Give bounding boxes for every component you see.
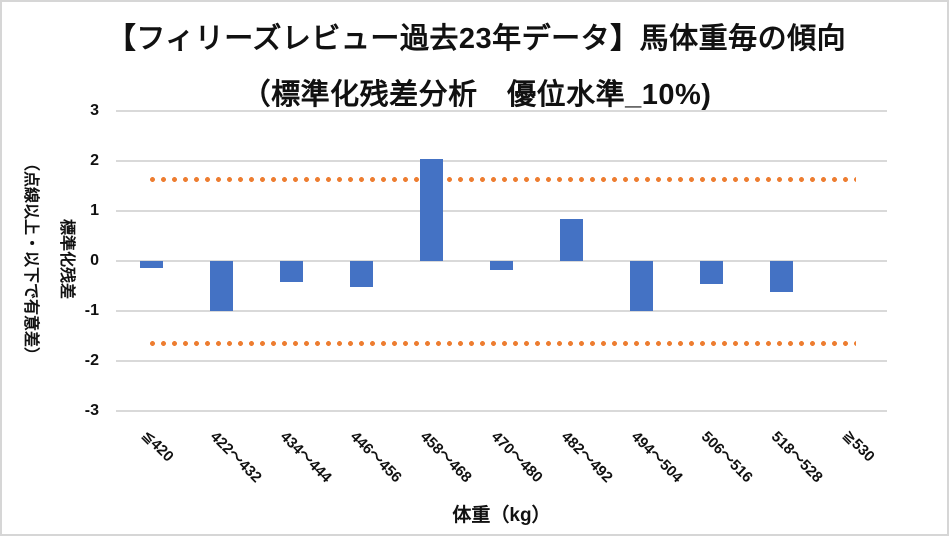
gridline-y-3 xyxy=(116,110,887,112)
bar-494～504 xyxy=(630,261,654,311)
y-tick-label: 1 xyxy=(90,202,99,219)
significance-line-lower xyxy=(147,341,856,347)
bar-446～456 xyxy=(349,261,373,287)
y-tick-label: -3 xyxy=(84,402,99,419)
bar-506～516 xyxy=(700,261,724,284)
gridline-y--1 xyxy=(116,310,887,312)
bar-518～528 xyxy=(770,261,794,292)
gridline-y--2 xyxy=(116,360,887,362)
bar-434～444 xyxy=(279,261,303,282)
bar-422～432 xyxy=(209,261,233,311)
chart-subtitle: （標準化残差分析 優位水準_10%) xyxy=(241,79,712,111)
y-axis-title-note: （点線以上・以下で有意差） xyxy=(22,154,39,363)
gridline-y--3 xyxy=(116,410,887,412)
y-tick-label: 3 xyxy=(90,102,99,119)
bar-482～492 xyxy=(560,219,584,261)
gridline-y-2 xyxy=(116,160,887,162)
x-tick-label: 458～468 xyxy=(417,428,476,487)
x-tick-label: 422～432 xyxy=(206,428,266,487)
x-tick-label: 470～480 xyxy=(487,428,546,487)
y-tick-label: 2 xyxy=(90,152,99,169)
y-tick-label: 0 xyxy=(90,252,99,269)
y-tick-label: -1 xyxy=(84,302,99,319)
x-tick-label: 506～516 xyxy=(697,428,756,487)
chart-title: 【フィリーズレビュー過去23年データ】馬体重毎の傾向 xyxy=(106,23,847,55)
gridline-y-1 xyxy=(116,210,887,212)
x-tick-label: ≦420 xyxy=(138,426,177,466)
x-axis-title: 体重（kg） xyxy=(452,505,551,526)
bar-458～468 xyxy=(419,159,443,261)
y-tick-label: -2 xyxy=(84,352,99,369)
significance-line-upper xyxy=(147,176,856,182)
x-tick-label: ≧530 xyxy=(839,426,878,466)
x-tick-label: 494～504 xyxy=(627,428,686,487)
x-tick-label: 446～456 xyxy=(347,428,406,487)
x-tick-label: 518～528 xyxy=(767,428,826,487)
bar-470～480 xyxy=(490,261,513,270)
bar-≦420 xyxy=(139,261,163,268)
plot-area xyxy=(116,110,887,412)
x-tick-label: 482～492 xyxy=(557,428,616,487)
x-tick-label: 434～444 xyxy=(277,428,336,487)
